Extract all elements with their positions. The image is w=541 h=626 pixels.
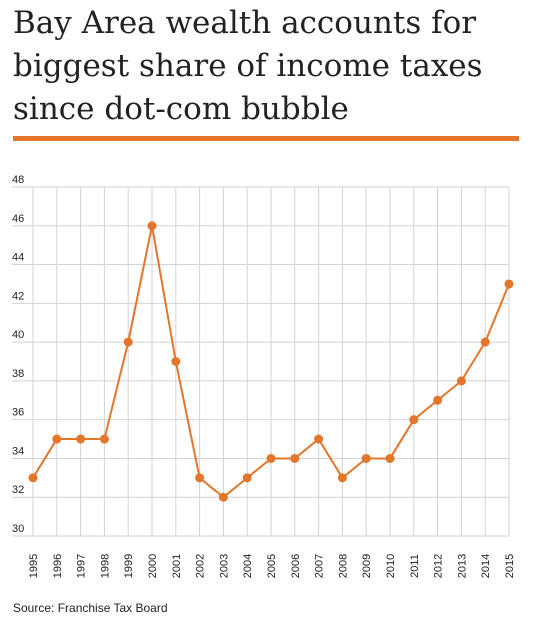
x-tick-label: 2012 — [433, 554, 445, 578]
data-point — [290, 453, 300, 463]
y-tick-label: 42 — [12, 290, 24, 302]
source-note: Source: Franchise Tax Board — [13, 601, 168, 615]
data-points — [28, 221, 514, 502]
data-point — [218, 492, 228, 502]
x-tick-label: 2001 — [171, 554, 183, 578]
x-tick-label: 1996 — [52, 554, 64, 578]
data-point — [409, 415, 419, 425]
x-tick-label: 2009 — [361, 554, 373, 578]
x-tick-label: 1999 — [123, 554, 135, 578]
x-tick-label: 1997 — [76, 554, 88, 578]
data-point — [76, 434, 86, 444]
x-tick-label: 2013 — [456, 554, 468, 578]
x-tick-label: 2015 — [504, 554, 516, 578]
y-tick-label: 46 — [12, 213, 24, 225]
y-tick-label: 44 — [12, 252, 24, 264]
x-tick-label: 2008 — [337, 554, 349, 578]
y-axis: 30 32 34 36 38 40 42 44 46 48 — [12, 174, 24, 535]
x-tick-label: 2000 — [147, 554, 159, 578]
data-point — [361, 453, 371, 463]
x-tick-label: 2003 — [218, 554, 230, 578]
y-tick-label: 38 — [12, 368, 24, 380]
data-point — [52, 434, 62, 444]
data-point — [385, 453, 395, 463]
data-point — [195, 473, 205, 483]
data-point — [314, 434, 324, 444]
x-tick-label: 2006 — [290, 554, 302, 578]
data-point — [147, 221, 157, 231]
data-point — [480, 337, 490, 347]
grid-layer — [12, 186, 510, 537]
y-tick-label: 40 — [12, 329, 24, 341]
x-tick-label: 2005 — [266, 554, 278, 578]
title-underline — [13, 136, 519, 141]
data-point — [28, 473, 38, 483]
x-tick-label: 1998 — [99, 554, 111, 578]
y-tick-label: 34 — [12, 445, 24, 457]
y-tick-label: 48 — [12, 174, 24, 186]
x-tick-label: 2002 — [195, 554, 207, 578]
y-tick-label: 36 — [12, 407, 24, 419]
chart-title: Bay Area wealth accounts for biggest sha… — [13, 5, 483, 127]
data-point — [99, 434, 109, 444]
data-point — [433, 395, 443, 405]
x-tick-label: 2007 — [314, 554, 326, 578]
x-axis: 1995 1996 1997 1998 1999 2000 2001 2002 2003 2004… — [28, 554, 516, 578]
x-tick-label: 2014 — [480, 554, 492, 578]
x-tick-label: 2004 — [242, 554, 254, 578]
y-tick-label: 30 — [12, 523, 24, 535]
data-point — [456, 376, 466, 386]
y-tick-label: 32 — [12, 484, 24, 496]
data-point — [504, 279, 514, 289]
x-tick-label: 2011 — [409, 554, 421, 578]
x-tick-label: 2010 — [385, 554, 397, 578]
data-point — [242, 473, 252, 483]
data-point — [171, 357, 181, 366]
data-point — [123, 337, 133, 347]
x-tick-label: 1995 — [28, 554, 40, 578]
data-point — [266, 453, 276, 463]
data-point — [337, 473, 347, 483]
